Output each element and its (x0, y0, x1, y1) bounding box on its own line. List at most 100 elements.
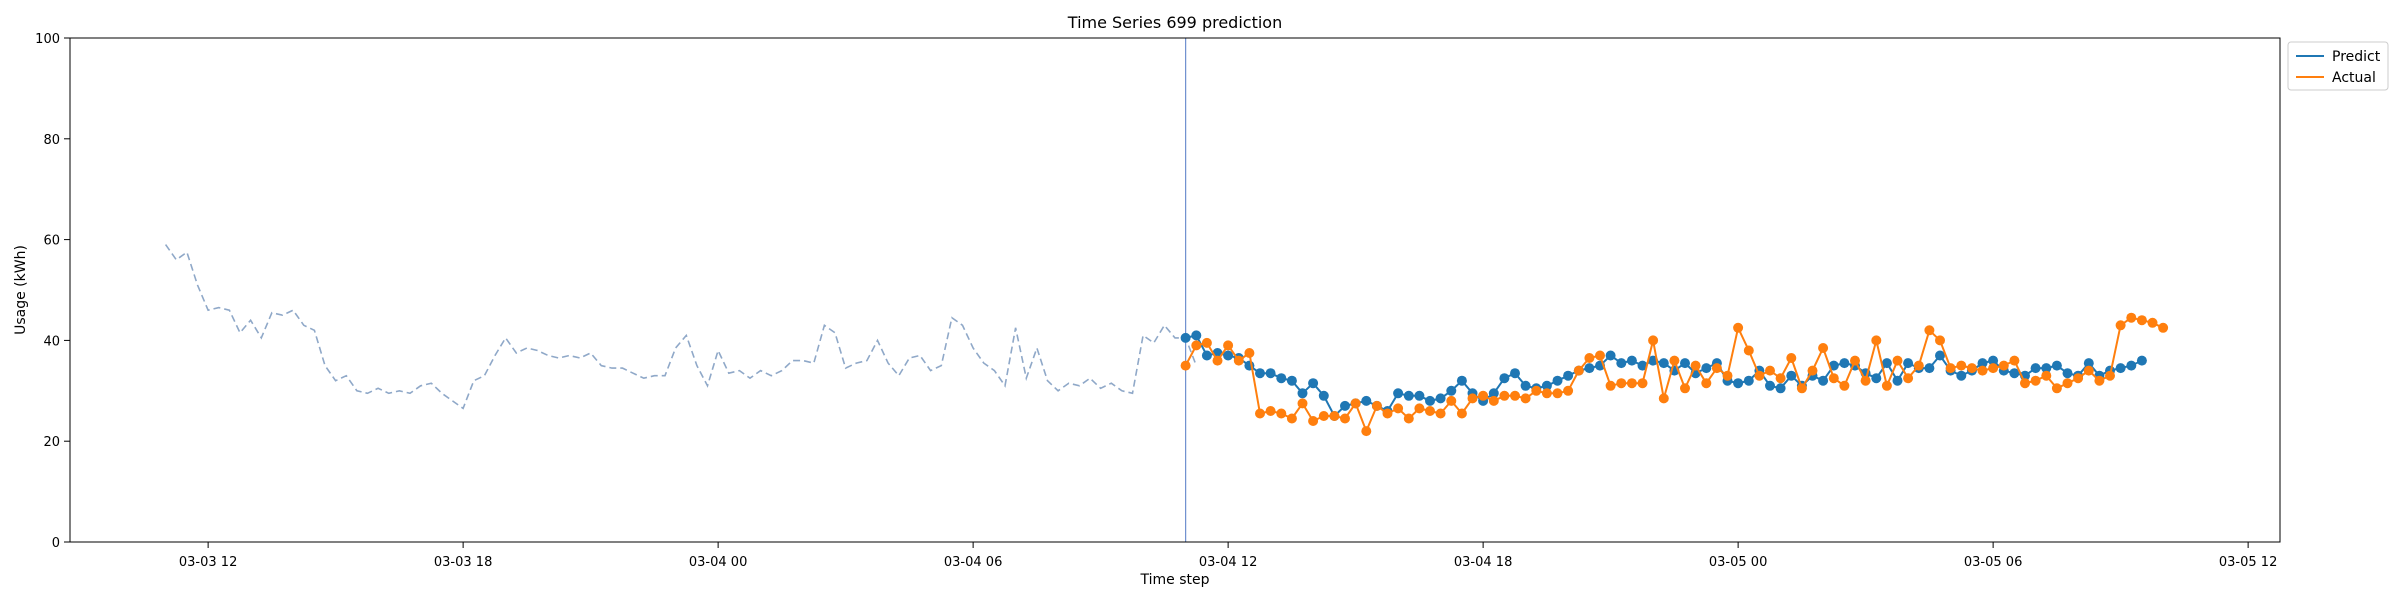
actual-series-point (1541, 388, 1552, 399)
actual-series-point (1265, 406, 1276, 416)
actual-series-point (1680, 383, 1690, 394)
actual-series-point (1276, 408, 1287, 419)
predict-series-point (1191, 330, 1202, 341)
actual-series-point (1690, 360, 1701, 371)
actual-series-point (1297, 398, 1308, 409)
actual-series-point (1499, 390, 1510, 401)
predict-series-point (1765, 380, 1775, 391)
actual-series-point (1669, 355, 1680, 366)
actual-series-point (1807, 365, 1818, 376)
predict-series-point (1680, 358, 1690, 369)
actual-series-point (2009, 355, 2020, 366)
predict-series-point (1552, 375, 1563, 386)
y-tick-label: 20 (43, 435, 60, 450)
actual-series-point (1945, 363, 1956, 374)
x-tick-label: 03-05 06 (1964, 555, 2022, 570)
actual-series-point (1414, 403, 1425, 414)
actual-series-point (1244, 348, 1255, 358)
actual-series-point (2083, 365, 2094, 376)
predict-series-point (1403, 390, 1414, 401)
x-tick-label: 03-03 12 (179, 555, 237, 570)
chart-title: Time Series 699 prediction (1067, 13, 1282, 32)
actual-series-point (1637, 378, 1648, 389)
actual-series-point (1595, 350, 1605, 361)
actual-series-point (1786, 353, 1797, 363)
predict-series-point (1255, 368, 1265, 379)
predict-series-point (2115, 363, 2126, 374)
actual-series-point (1467, 393, 1478, 404)
actual-series-point (1488, 395, 1499, 406)
predict-series-point (1435, 393, 1446, 404)
actual-series-point (2051, 383, 2062, 394)
actual-series-point (1520, 393, 1531, 404)
actual-series-point (2147, 317, 2158, 328)
predict-series-point (1446, 385, 1457, 396)
predict-series-point (1743, 375, 1754, 386)
predict-series-point (2062, 368, 2073, 379)
x-tick-label: 03-05 00 (1709, 555, 1767, 570)
actual-series-point (1765, 365, 1775, 376)
actual-series-point (1318, 411, 1329, 421)
actual-series-point (1584, 353, 1595, 363)
actual-series-point (2073, 373, 2084, 384)
actual-series-point (1616, 378, 1627, 389)
x-tick-label: 03-04 06 (944, 555, 1002, 570)
predict-series-point (1839, 358, 1850, 369)
y-tick-label: 100 (35, 32, 60, 47)
predict-series-point (2009, 368, 2020, 379)
actual-series-point (1425, 406, 1435, 416)
legend-actual-label: Actual (2332, 70, 2376, 86)
predict-series-point (1414, 390, 1425, 401)
actual-series-point (2136, 315, 2147, 326)
predict-series-point (1510, 368, 1520, 379)
actual-series-point (1350, 398, 1361, 409)
actual-series-point (1446, 395, 1457, 406)
predict-series-point (2083, 358, 2094, 369)
predict-series-point (1605, 350, 1616, 361)
actual-series-point (2105, 370, 2115, 381)
actual-series-point (1892, 355, 1903, 366)
actual-series-point (1478, 390, 1489, 401)
predict-series-point (2136, 355, 2147, 366)
actual-series-point (1605, 380, 1616, 391)
actual-series-point (1828, 373, 1839, 384)
predict-series-point (2051, 360, 2062, 371)
predict-series-point (1180, 332, 1191, 343)
predict-series-point (1881, 358, 1892, 369)
actual-series-point (1286, 413, 1297, 424)
legend: Predict Actual (2287, 41, 2389, 91)
actual-series-point (2020, 378, 2030, 389)
predict-series-point (1818, 375, 1829, 386)
predict-series-point (1935, 350, 1945, 361)
actual-series-point (1998, 360, 2009, 371)
predict-series-point (1563, 370, 1574, 381)
actual-series-point (1658, 393, 1669, 404)
predict-series-point (1286, 375, 1297, 386)
predict-series-point (1499, 373, 1510, 384)
predict-series-point (1276, 373, 1287, 384)
predict-series-point (1775, 383, 1786, 394)
predict-series-point (1265, 368, 1276, 379)
y-axis-label: Usage (kWh) (13, 245, 29, 335)
actual-series-point (1701, 378, 1712, 389)
x-tick-label: 03-04 18 (1454, 555, 1512, 570)
x-tick-label: 03-04 12 (1199, 555, 1257, 570)
predict-series-point (1584, 363, 1595, 374)
actual-series-point (1573, 365, 1584, 376)
y-tick-label: 40 (43, 334, 60, 349)
predict-series-point (1733, 378, 1744, 389)
actual-series-point (1733, 322, 1744, 333)
actual-series-point (1223, 340, 1234, 351)
actual-series-point (2094, 375, 2105, 386)
y-tick-label: 80 (43, 133, 60, 148)
actual-series-point (1956, 360, 1967, 371)
actual-series-point (1796, 383, 1807, 394)
actual-series-point (2030, 375, 2041, 386)
x-tick-label: 03-05 12 (2219, 555, 2277, 570)
predict-series-point (2030, 363, 2041, 374)
actual-series-point (1711, 363, 1722, 374)
predict-series-point (1488, 388, 1499, 399)
actual-series-point (1903, 373, 1914, 384)
predict-series-point (1425, 395, 1435, 406)
predict-series-point (1541, 380, 1552, 391)
